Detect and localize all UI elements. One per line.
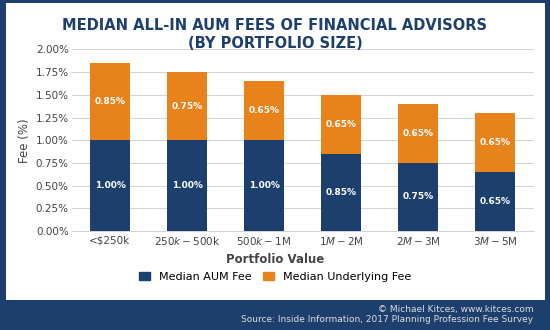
- Text: 0.85%: 0.85%: [95, 97, 125, 106]
- Text: 0.75%: 0.75%: [403, 192, 433, 202]
- Bar: [398, 163, 438, 231]
- Text: 1.00%: 1.00%: [249, 181, 279, 190]
- Bar: [475, 172, 515, 231]
- Y-axis label: Fee (%): Fee (%): [19, 118, 31, 163]
- Text: Source: Inside Information, 2017 Planning Profession Fee Survey: Source: Inside Information, 2017 Plannin…: [241, 315, 534, 324]
- Text: 0.75%: 0.75%: [172, 102, 202, 111]
- Bar: [167, 72, 207, 140]
- Text: 0.65%: 0.65%: [480, 197, 510, 206]
- Text: 1.00%: 1.00%: [95, 181, 125, 190]
- Bar: [90, 63, 130, 140]
- Bar: [321, 95, 361, 154]
- Text: 0.85%: 0.85%: [326, 188, 356, 197]
- Legend: Median AUM Fee, Median Underlying Fee: Median AUM Fee, Median Underlying Fee: [135, 268, 415, 286]
- Bar: [244, 140, 284, 231]
- Bar: [475, 113, 515, 172]
- Bar: [244, 81, 284, 140]
- Bar: [167, 140, 207, 231]
- Text: 0.65%: 0.65%: [326, 120, 356, 129]
- Bar: [321, 154, 361, 231]
- Bar: [90, 140, 130, 231]
- Text: © Michael Kitces, www.kitces.com: © Michael Kitces, www.kitces.com: [378, 305, 534, 314]
- Text: 0.65%: 0.65%: [249, 106, 279, 115]
- Text: Portfolio Value: Portfolio Value: [226, 252, 324, 266]
- Text: 0.65%: 0.65%: [480, 138, 510, 147]
- Bar: [398, 104, 438, 163]
- Text: 1.00%: 1.00%: [172, 181, 202, 190]
- Text: 0.65%: 0.65%: [403, 129, 433, 138]
- Text: MEDIAN ALL-IN AUM FEES OF FINANCIAL ADVISORS
(BY PORTFOLIO SIZE): MEDIAN ALL-IN AUM FEES OF FINANCIAL ADVI…: [63, 18, 487, 51]
